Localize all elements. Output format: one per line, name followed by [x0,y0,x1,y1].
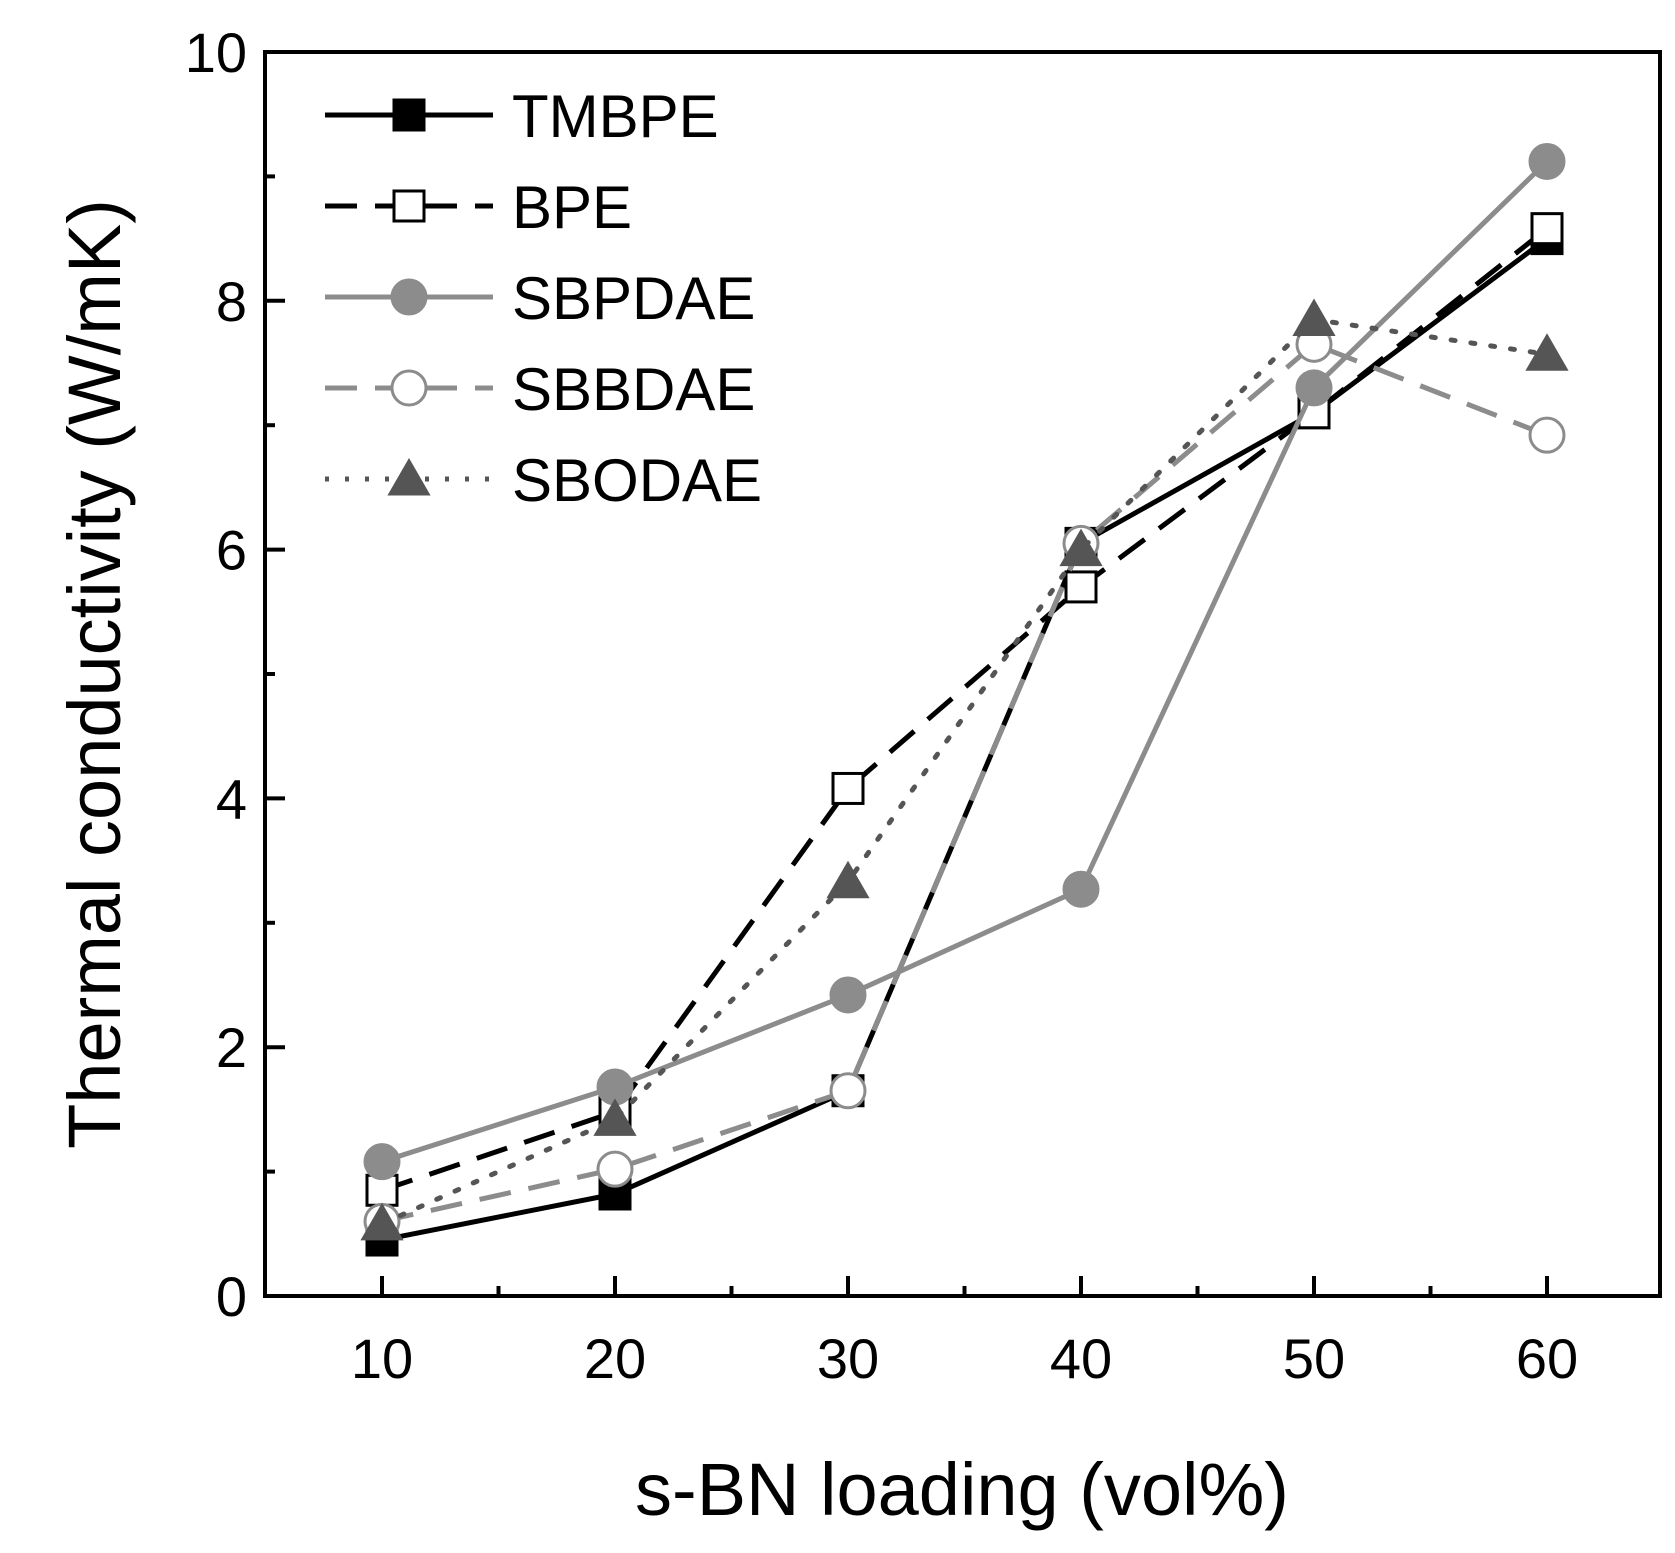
plot-frame [263,50,1662,1298]
x-tick-label: 20 [584,1327,646,1390]
legend-marker [390,278,428,316]
y-tick-label: 10 [185,21,247,84]
series-line-sbpdae [381,159,1549,1165]
legend-label: BPE [512,174,632,241]
data-point-sbpdae [1295,369,1333,407]
series-line-tmbpe [381,236,1549,1243]
legend-item-sbodae: SBODAE [325,447,762,514]
legend-item-sbpdae: SBPDAE [325,265,755,332]
data-point-sbbdae [596,1150,634,1188]
legend-label: SBODAE [512,447,762,514]
legend-item-sbbdae: SBBDAE [325,356,755,423]
data-point-sbpdae [363,1143,401,1181]
x-tick-label: 10 [351,1327,413,1390]
y-axis-title: Thermal conductivity (W/mK) [53,199,136,1149]
y-tick-label: 0 [216,1265,247,1328]
legend-label: SBBDAE [512,356,755,423]
y-tick-label: 8 [216,270,247,333]
series-sbodae [360,298,1569,1241]
axis-ticks: 10 20 30 40 50 60 0 2 4 6 8 10 [185,21,1578,1390]
data-point-sbbdae [829,1072,867,1110]
data-point-sbpdae [1528,142,1566,180]
data-point-sbpdae [1062,870,1100,908]
y-tick-label: 2 [216,1016,247,1079]
x-axis-title: s-BN loading (vol%) [635,1448,1289,1531]
data-point-sbbdae [1528,416,1566,454]
data-point-sbodae [1525,333,1569,371]
legend-item-bpe: BPE [325,174,632,241]
legend: TMBPE BPE SBPDAE SBBDAE SBODAE [325,83,762,514]
data-point-bpe [365,1173,399,1207]
data-point-bpe [1064,570,1098,604]
legend-item-tmbpe: TMBPE [325,83,719,150]
data-point-sbodae [360,1202,404,1241]
data-point-sbodae [826,860,870,899]
x-tick-label: 30 [817,1327,879,1390]
x-tick-label: 40 [1050,1327,1112,1390]
data-point-bpe [1530,212,1564,246]
legend-label: TMBPE [512,83,719,150]
series-line-sbodae [379,316,1550,1227]
data-point-sbodae [1292,298,1336,336]
y-tick-label: 4 [216,767,247,830]
legend-marker [392,98,426,132]
legend-marker [387,457,431,496]
series-line-bpe [381,226,1549,1193]
x-tick-label: 50 [1283,1327,1345,1390]
legend-label: SBPDAE [512,265,755,332]
y-tick-label: 6 [216,519,247,582]
legend-marker [392,189,426,223]
series-layer [360,142,1569,1257]
data-point-bpe [831,771,865,805]
series-sbbdae [363,325,1566,1240]
data-point-sbodae [1059,528,1103,567]
series-line-sbbdae [381,341,1548,1224]
data-point-sbpdae [829,976,867,1014]
legend-marker [390,369,428,407]
x-tick-label: 60 [1516,1327,1578,1390]
data-point-sbodae [593,1098,637,1136]
